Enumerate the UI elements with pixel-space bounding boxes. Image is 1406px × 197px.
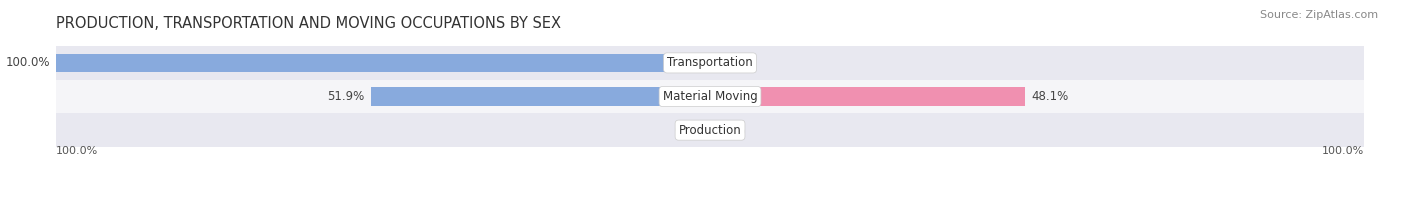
Text: Production: Production [679,124,741,137]
Bar [371,87,710,106]
Bar [56,54,710,72]
Text: 0.0%: 0.0% [717,124,747,137]
Text: 51.9%: 51.9% [328,90,364,103]
Text: Material Moving: Material Moving [662,90,758,103]
Text: 0.0%: 0.0% [717,56,747,69]
Text: 0.0%: 0.0% [673,124,703,137]
Bar [56,46,1364,80]
Text: 48.1%: 48.1% [1031,90,1069,103]
Bar [56,80,1364,113]
Bar [56,113,1364,147]
Text: Transportation: Transportation [668,56,752,69]
Text: Source: ZipAtlas.com: Source: ZipAtlas.com [1260,10,1378,20]
Text: PRODUCTION, TRANSPORTATION AND MOVING OCCUPATIONS BY SEX: PRODUCTION, TRANSPORTATION AND MOVING OC… [56,16,561,31]
Text: 100.0%: 100.0% [1322,146,1364,156]
Text: 100.0%: 100.0% [56,146,98,156]
Bar [710,87,1025,106]
Text: 100.0%: 100.0% [6,56,49,69]
